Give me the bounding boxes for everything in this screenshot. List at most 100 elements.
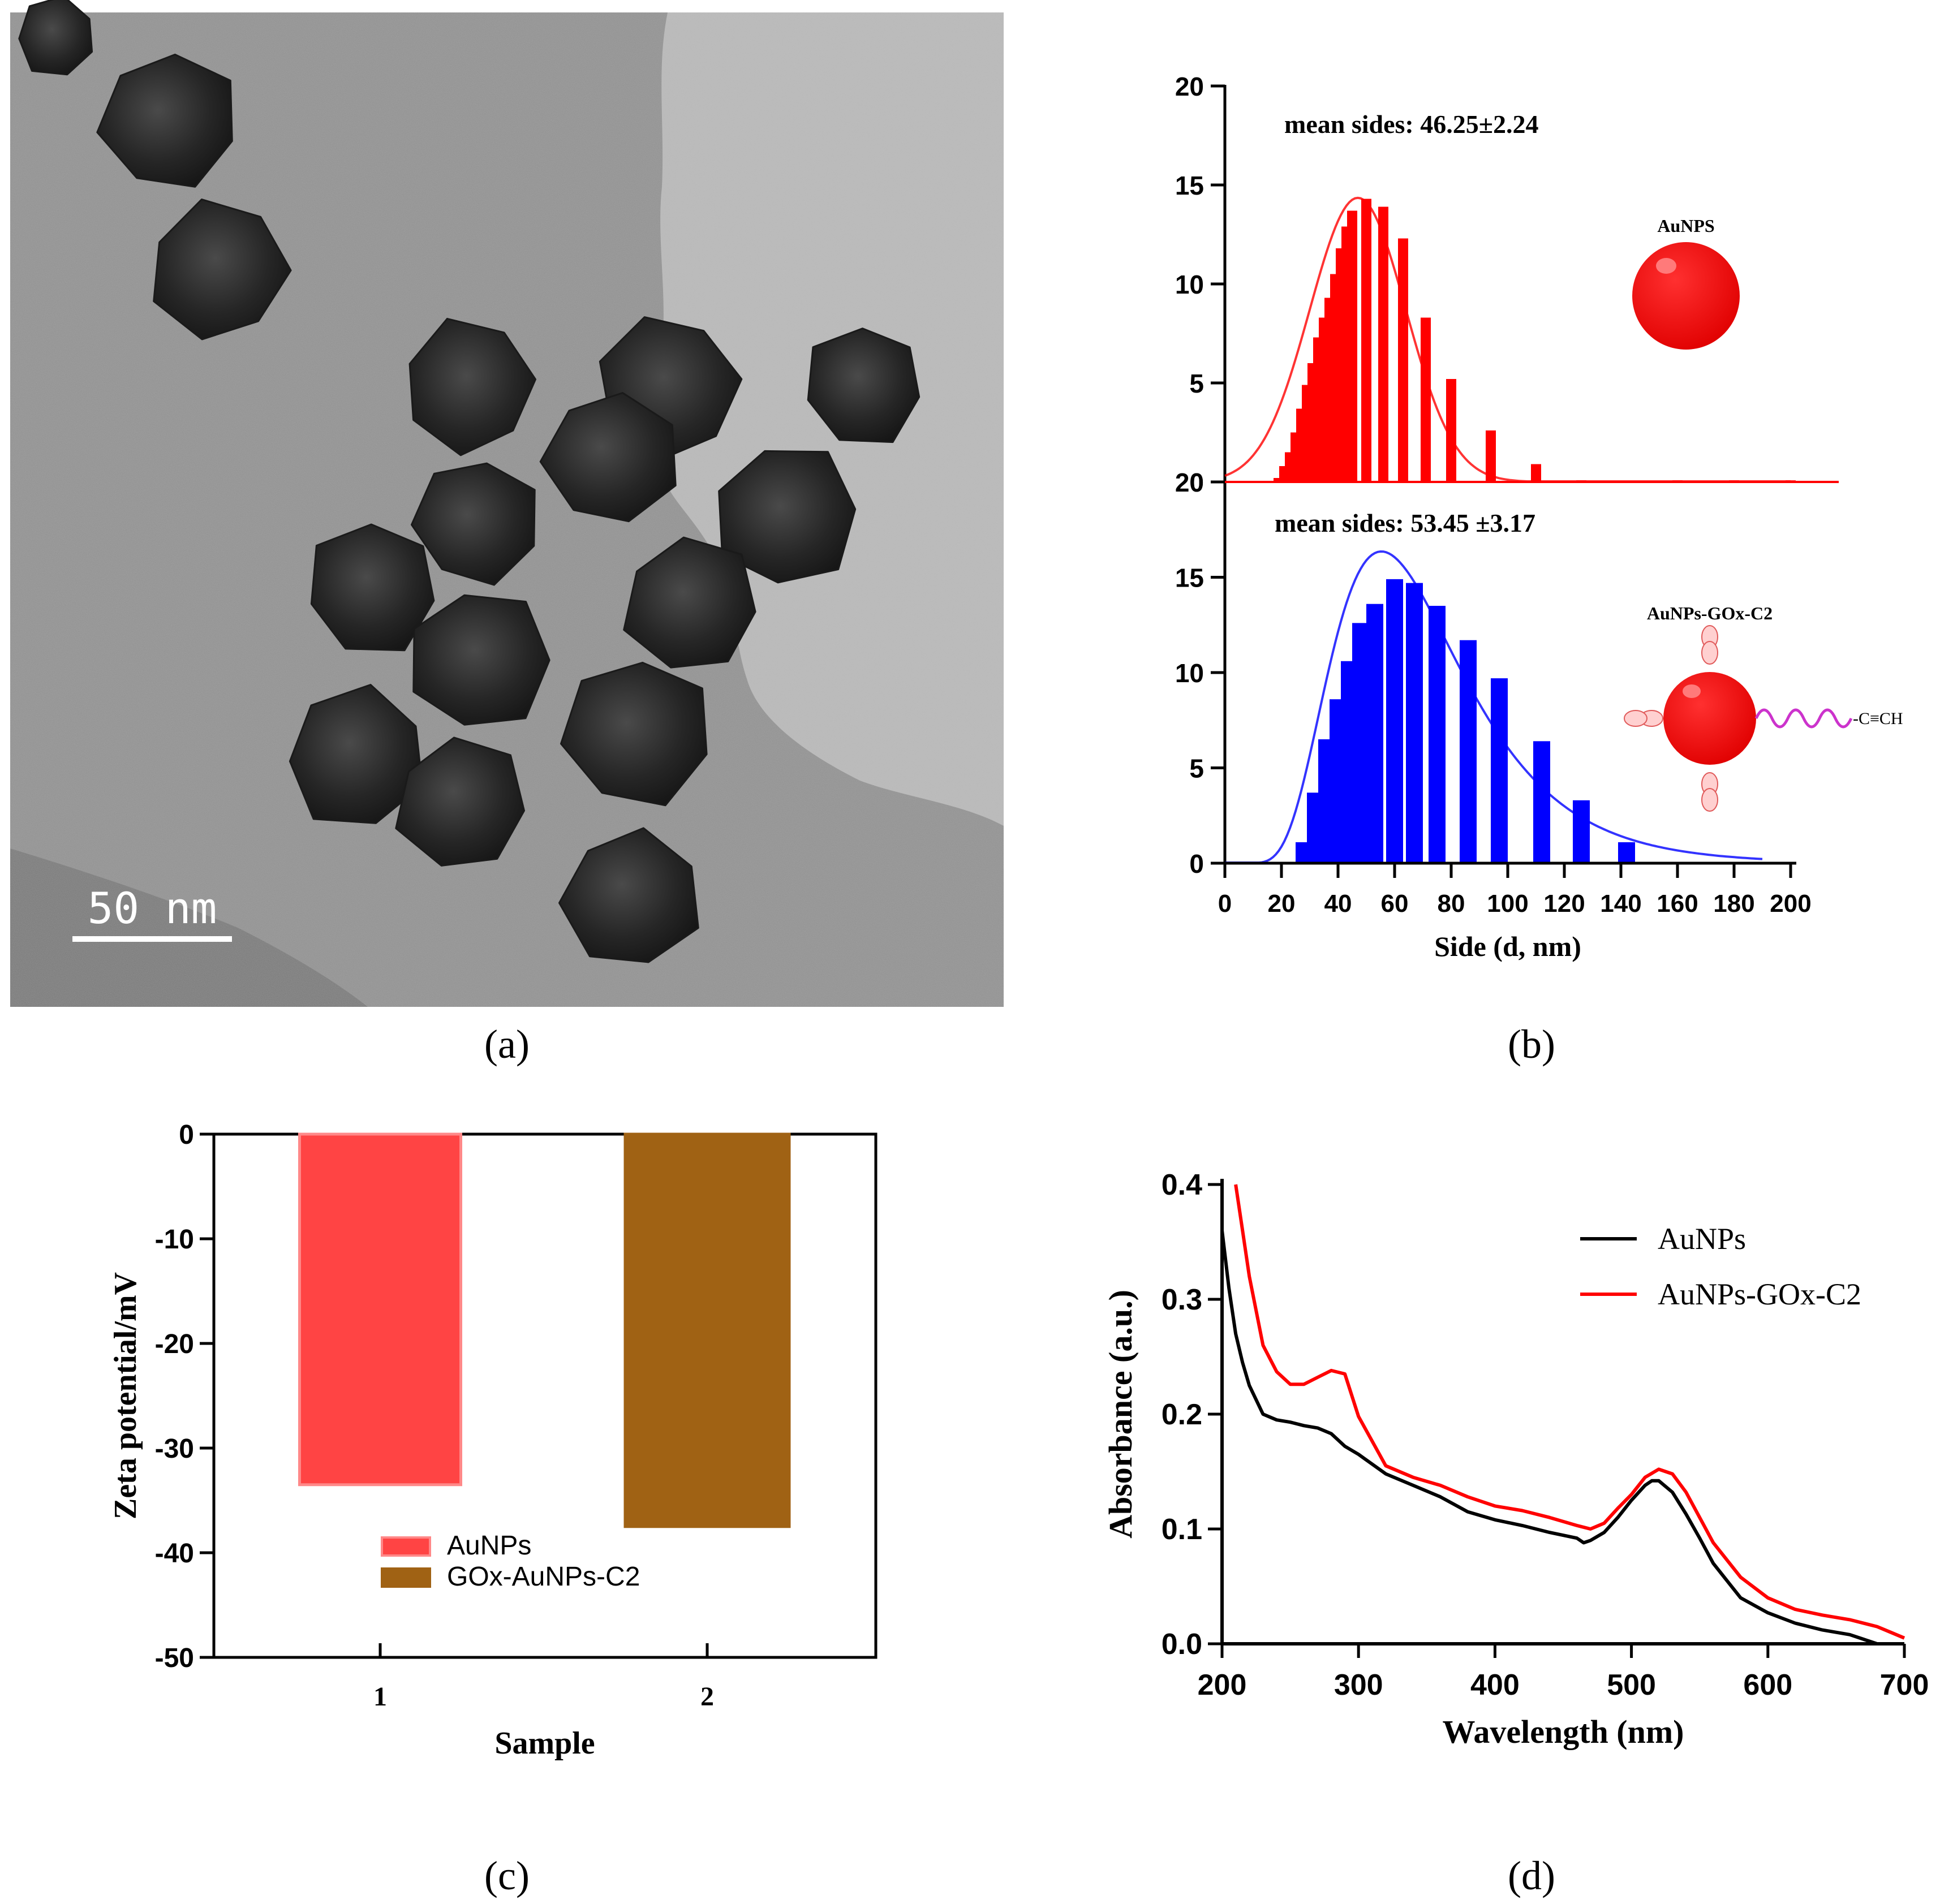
histogram-bar bbox=[1361, 199, 1371, 482]
panel-label-a: (a) bbox=[484, 1022, 530, 1067]
x-tick-label: 2 bbox=[700, 1682, 714, 1712]
histogram-bar bbox=[1386, 579, 1403, 863]
y-axis-label: Zeta potential/mV bbox=[108, 1272, 143, 1519]
sphere-highlight-icon bbox=[1683, 684, 1701, 698]
x-tick-label: 1 bbox=[373, 1682, 387, 1712]
zeta-bar bbox=[623, 1132, 791, 1528]
inset-label: AuNPs-GOx-C2 bbox=[1647, 603, 1773, 623]
panel-label-c: (c) bbox=[484, 1853, 530, 1898]
mean-sides-annotation: mean sides: 53.45 ±3.17 bbox=[1275, 509, 1535, 537]
histogram-bar bbox=[1460, 640, 1477, 863]
y-tick-label: 10 bbox=[1175, 658, 1204, 688]
nanoparticle-sphere-icon bbox=[1632, 242, 1740, 350]
histogram-bar bbox=[1531, 464, 1541, 482]
alkyne-label: -C≡CH bbox=[1853, 709, 1903, 728]
x-tick-label: 20 bbox=[1268, 890, 1296, 917]
spectrum-line bbox=[1220, 1230, 1878, 1645]
legend-label: GOx-AuNPs-C2 bbox=[447, 1562, 640, 1592]
functionalized-sphere-icon bbox=[1663, 672, 1756, 765]
enzyme-lobe-icon bbox=[1701, 625, 1718, 665]
absorbance-panel: 0.0 0.1 0.2 0.3 0.4 200 300 400 500 600 700 Wavelen… bbox=[1102, 1169, 1929, 1750]
y-tick-label: 0.2 bbox=[1162, 1398, 1202, 1431]
y-tick-label: 0.1 bbox=[1162, 1513, 1202, 1546]
y-tick-label: 0.0 bbox=[1162, 1628, 1202, 1661]
y-tick-label: 15 bbox=[1175, 563, 1204, 593]
histogram-bar bbox=[1406, 583, 1423, 863]
y-tick-label: 20 bbox=[1175, 72, 1204, 101]
x-tick-label: 600 bbox=[1743, 1669, 1792, 1701]
nanoparticle bbox=[539, 392, 677, 523]
y-tick-label: 0.4 bbox=[1162, 1169, 1202, 1201]
x-tick-label: 300 bbox=[1334, 1669, 1383, 1701]
tem-image-panel: 50 nm bbox=[10, 0, 1004, 1007]
lobe-part bbox=[1624, 710, 1648, 727]
nanoparticle bbox=[18, 0, 93, 76]
x-axis-label: Side (d, nm) bbox=[1434, 931, 1581, 962]
y-tick-label: 0.3 bbox=[1162, 1283, 1202, 1316]
fit-curve bbox=[1225, 550, 1763, 864]
x-tick-label: 40 bbox=[1324, 890, 1352, 917]
histogram-bar bbox=[1486, 430, 1496, 482]
panel-label-b: (b) bbox=[1508, 1022, 1555, 1067]
histogram-bar bbox=[1446, 379, 1456, 482]
y-tick-label: 0 bbox=[1189, 849, 1204, 878]
histogram-bar bbox=[1429, 606, 1446, 863]
nanoparticles bbox=[18, 0, 920, 963]
inset-label: AuNPS bbox=[1657, 216, 1714, 236]
sphere-highlight-icon bbox=[1656, 258, 1676, 274]
histogram-bar bbox=[1347, 210, 1357, 482]
y-tick-label: 0 bbox=[179, 1120, 194, 1150]
histogram-bar bbox=[1366, 604, 1383, 863]
nanoparticle bbox=[411, 462, 536, 586]
x-tick-label: 200 bbox=[1198, 1669, 1247, 1701]
nanoparticle bbox=[395, 736, 525, 867]
histogram-bar bbox=[1378, 206, 1388, 482]
nanoparticle bbox=[560, 661, 708, 807]
x-tick-label: 80 bbox=[1438, 890, 1465, 917]
nanoparticle bbox=[408, 317, 536, 456]
x-tick-label: 160 bbox=[1657, 890, 1698, 917]
x-tick-label: 400 bbox=[1470, 1669, 1520, 1701]
y-tick-label: -20 bbox=[155, 1329, 194, 1359]
y-tick-label: 10 bbox=[1175, 270, 1204, 299]
x-axis-label: Wavelength (nm) bbox=[1443, 1713, 1684, 1750]
x-tick-label: 180 bbox=[1713, 890, 1754, 917]
histogram-bar bbox=[1398, 238, 1408, 482]
zeta-potential-panel: 0 -10 -20 -30 -40 -50 1 2 Sample Zeta potential/m… bbox=[108, 1120, 877, 1761]
nanoparticle bbox=[412, 594, 550, 726]
nanoparticle bbox=[310, 523, 435, 652]
y-tick-label: 5 bbox=[1189, 369, 1204, 398]
legend-label: AuNPs bbox=[447, 1531, 531, 1561]
nanoparticle bbox=[718, 450, 857, 584]
enzyme-lobe-icon bbox=[1701, 772, 1718, 812]
nanoparticle bbox=[96, 53, 233, 188]
plot-frame bbox=[212, 1132, 877, 1659]
y-tick-label: 5 bbox=[1189, 754, 1204, 783]
nanoparticle bbox=[623, 536, 756, 669]
x-tick-label: 0 bbox=[1218, 890, 1232, 917]
histogram-bar bbox=[1618, 842, 1635, 863]
nanoparticle bbox=[153, 199, 292, 341]
enzyme-lobe-icon bbox=[1624, 710, 1663, 727]
nanoparticle bbox=[289, 684, 423, 824]
size-histogram-panel: 0 5 10 15 20 mean sides: 46.25±2.24 0 5 10 15 20 me… bbox=[1175, 72, 1903, 962]
lobe-part bbox=[1701, 641, 1718, 665]
y-tick-label: 15 bbox=[1175, 171, 1204, 200]
histogram-bar bbox=[1421, 317, 1431, 482]
lobe-part bbox=[1701, 788, 1718, 812]
legend-label: AuNPs bbox=[1658, 1222, 1746, 1256]
zeta-bar bbox=[298, 1132, 462, 1487]
x-tick-label: 140 bbox=[1600, 890, 1641, 917]
y-tick-label: -30 bbox=[155, 1434, 194, 1464]
x-tick-label: 200 bbox=[1770, 890, 1811, 917]
x-tick-label: 500 bbox=[1607, 1669, 1656, 1701]
x-tick-label: 700 bbox=[1880, 1669, 1929, 1701]
histogram-bar bbox=[1274, 478, 1284, 482]
linker-chain-icon bbox=[1754, 708, 1853, 729]
legend-label: AuNPs-GOx-C2 bbox=[1658, 1277, 1861, 1311]
panel-label-d: (d) bbox=[1508, 1853, 1555, 1898]
y-tick-label: -40 bbox=[155, 1539, 194, 1569]
scale-bar bbox=[72, 936, 232, 942]
legend-swatch bbox=[381, 1567, 431, 1588]
nanoparticle bbox=[558, 827, 699, 963]
